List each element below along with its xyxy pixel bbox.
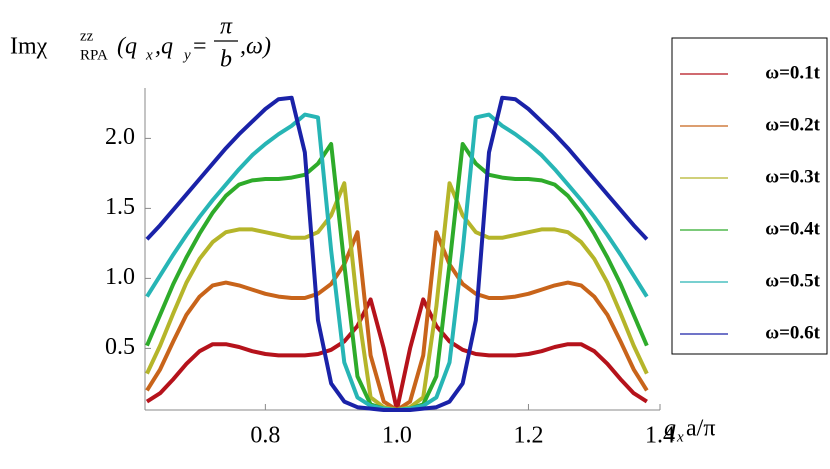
legend-label: ω=0.4t [765,218,820,239]
title-part: x [145,47,153,63]
title-part: zz [80,28,94,44]
title-part: = [193,34,207,60]
x-axis-label: q x a/π [664,416,715,446]
series-line [145,181,649,412]
title-part: ,q [155,34,173,60]
x-tick-label: 1.4 [645,423,675,449]
title-part: (q [117,34,137,60]
title-part: Imχ [10,34,48,60]
legend-label: ω=0.6t [765,322,820,343]
x-tick-label: 1.2 [513,423,543,449]
title-part: RPA [80,47,108,63]
legend-label: ω=0.5t [765,270,820,291]
y-tick-label: 1.0 [105,264,135,290]
x-label-part: q [664,416,676,442]
series-line [145,142,649,412]
x-tick-label: 1.0 [382,423,412,449]
legend-label: ω=0.2t [765,114,820,135]
y-tick-label: 2.0 [105,124,135,150]
series-line [145,230,649,412]
title-part: y [182,47,191,63]
title-part: b [220,47,232,73]
x-label-part: a/π [686,416,715,442]
chart-title: Imχ zz RPA (q x ,q y = π b ,ω) [10,14,271,73]
series-line [145,95,649,412]
legend-label: ω=0.3t [765,166,820,187]
series-line [145,112,649,412]
series-line [145,297,648,412]
legend-label: ω=0.1t [765,62,820,83]
x-label-part: x [676,429,684,445]
legend-box [671,37,828,355]
y-tick-label: 0.5 [105,334,135,360]
y-tick-label: 1.5 [105,194,135,220]
title-part: ,ω) [240,34,271,60]
title-part: π [220,14,233,40]
x-tick-label: 0.8 [250,423,280,449]
